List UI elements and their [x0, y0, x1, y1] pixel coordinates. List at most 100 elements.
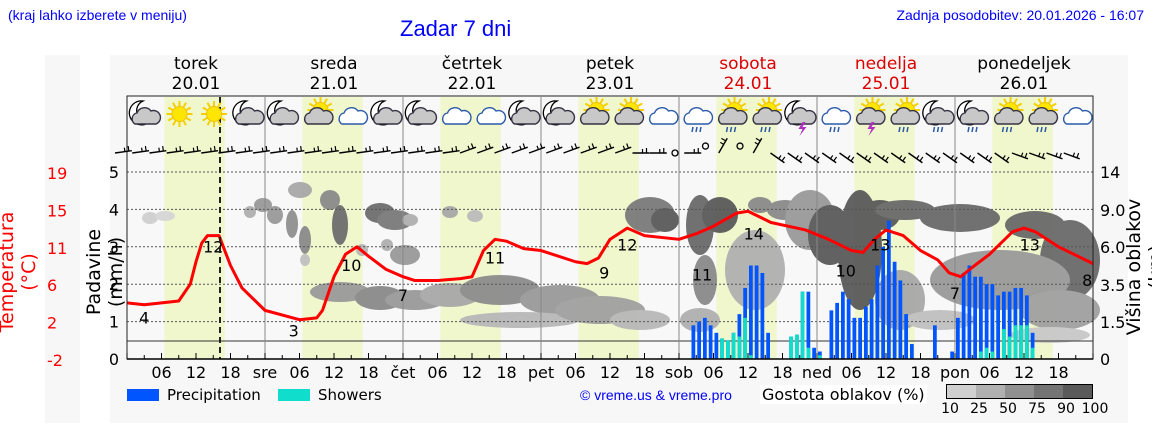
svg-text:12: 12 — [324, 363, 344, 382]
svg-text:26.01: 26.01 — [1000, 74, 1049, 94]
svg-text:2: 2 — [47, 314, 57, 333]
svg-text:13: 13 — [870, 236, 890, 255]
showers-legend-label: Showers — [318, 386, 382, 404]
svg-text:četrtek: četrtek — [442, 54, 503, 74]
cloudy-rain-icon — [821, 107, 852, 133]
svg-text:sob: sob — [665, 363, 693, 382]
svg-text:čet: čet — [391, 363, 416, 382]
sun-rain-icon — [993, 97, 1024, 133]
svg-text:10: 10 — [836, 262, 856, 281]
cloud-density-scale — [946, 384, 1093, 399]
svg-text:23.01: 23.01 — [586, 74, 635, 94]
sun-icon — [166, 101, 193, 127]
svg-text:sreda: sreda — [310, 54, 357, 74]
svg-text:14: 14 — [1100, 163, 1120, 182]
svg-text:pet: pet — [528, 363, 554, 382]
svg-text:8: 8 — [1082, 271, 1092, 290]
sun-cloud-icon — [579, 97, 610, 125]
sun-cloud-icon — [303, 97, 334, 125]
cloudy-icon — [648, 107, 679, 125]
svg-text:sre: sre — [253, 363, 277, 382]
copyright-link[interactable]: © vreme.us & vreme.pro — [580, 387, 732, 403]
svg-text:0: 0 — [1100, 350, 1110, 369]
svg-text:3.5: 3.5 — [1100, 276, 1125, 295]
night-partly-cloudy-icon — [232, 100, 265, 126]
cloudy-icon — [1062, 107, 1093, 125]
svg-text:7: 7 — [950, 284, 960, 303]
svg-text:12: 12 — [738, 363, 758, 382]
precipitation-legend-label: Precipitation — [167, 386, 261, 404]
svg-text:petek: petek — [586, 54, 634, 74]
sun-icon — [201, 101, 227, 127]
svg-text:24.01: 24.01 — [724, 74, 773, 94]
precipitation-axis-label: Padavine (mm/h) — [83, 228, 127, 316]
svg-text:11: 11 — [692, 265, 712, 284]
svg-text:06: 06 — [565, 363, 585, 382]
night-thunder-icon — [784, 100, 817, 136]
svg-text:12: 12 — [876, 363, 896, 382]
night-cloudy-icon — [508, 100, 541, 126]
svg-text:9.0: 9.0 — [1100, 201, 1125, 220]
svg-text:12: 12 — [1014, 363, 1034, 382]
svg-text:06: 06 — [979, 363, 999, 382]
night-cloudy-icon — [404, 100, 438, 126]
svg-text:18: 18 — [634, 363, 654, 382]
svg-text:11: 11 — [47, 239, 67, 258]
night-cloudy-icon — [542, 100, 576, 126]
temperature-axis-strip — [45, 55, 80, 423]
legend-precipitation: Precipitation — [127, 386, 261, 404]
sun-rain-icon — [752, 97, 783, 133]
svg-text:3: 3 — [289, 322, 299, 341]
svg-text:18: 18 — [220, 363, 240, 382]
svg-text:6.0: 6.0 — [1100, 238, 1125, 257]
svg-text:18: 18 — [910, 363, 930, 382]
svg-text:6: 6 — [47, 276, 57, 295]
svg-text:13: 13 — [1020, 236, 1040, 255]
svg-text:06: 06 — [841, 363, 861, 382]
night-partly-cloudy-icon — [128, 100, 162, 126]
svg-text:06: 06 — [427, 363, 447, 382]
sun-cloud-icon — [614, 97, 645, 125]
cloud-density-label: Gostota oblakov (%) — [760, 385, 927, 404]
svg-text:11: 11 — [485, 249, 505, 268]
svg-text:1: 1 — [109, 313, 119, 332]
svg-text:1.5: 1.5 — [1100, 313, 1125, 332]
page-title: Zadar 7 dni — [400, 16, 512, 41]
svg-text:20.01: 20.01 — [172, 74, 221, 94]
svg-text:12: 12 — [186, 363, 206, 382]
temperature-axis-label: Temperatura (°C) — [0, 211, 40, 333]
legend-showers: Showers — [278, 386, 382, 404]
svg-text:18: 18 — [772, 363, 792, 382]
sun-rain-icon — [890, 97, 921, 133]
svg-text:0: 0 — [109, 350, 119, 369]
sun-rain-icon — [717, 97, 748, 133]
cloudy-rain-icon — [683, 107, 714, 133]
svg-text:9: 9 — [599, 264, 609, 283]
svg-text:18: 18 — [496, 363, 516, 382]
svg-text:22.01: 22.01 — [448, 74, 497, 94]
svg-text:ned: ned — [802, 363, 832, 382]
svg-text:-2: -2 — [47, 351, 63, 370]
svg-text:06: 06 — [289, 363, 309, 382]
night-rain-icon — [956, 100, 990, 133]
svg-text:06: 06 — [151, 363, 171, 382]
sun-rain-icon — [1028, 97, 1059, 133]
precipitation-swatch — [127, 389, 159, 401]
sun-thunder-icon — [855, 97, 886, 136]
cloudy-icon — [441, 107, 472, 125]
svg-text:21.01: 21.01 — [310, 74, 359, 94]
svg-text:nedelja: nedelja — [855, 54, 917, 74]
svg-text:sobota: sobota — [719, 54, 777, 74]
night-cloudy-icon — [266, 100, 300, 126]
svg-text:12: 12 — [600, 363, 620, 382]
svg-text:06: 06 — [703, 363, 723, 382]
night-rain-icon — [922, 100, 955, 133]
svg-text:ponedeljek: ponedeljek — [977, 54, 1071, 74]
svg-text:5: 5 — [109, 163, 119, 182]
cloudy-icon — [476, 107, 507, 125]
region-hint[interactable]: (kraj lahko izberete v meniju) — [8, 7, 187, 23]
svg-text:12: 12 — [462, 363, 482, 382]
last-updated: Zadnja posodobitev: 20.01.2026 - 16:07 — [896, 7, 1144, 23]
svg-text:18: 18 — [1048, 363, 1068, 382]
